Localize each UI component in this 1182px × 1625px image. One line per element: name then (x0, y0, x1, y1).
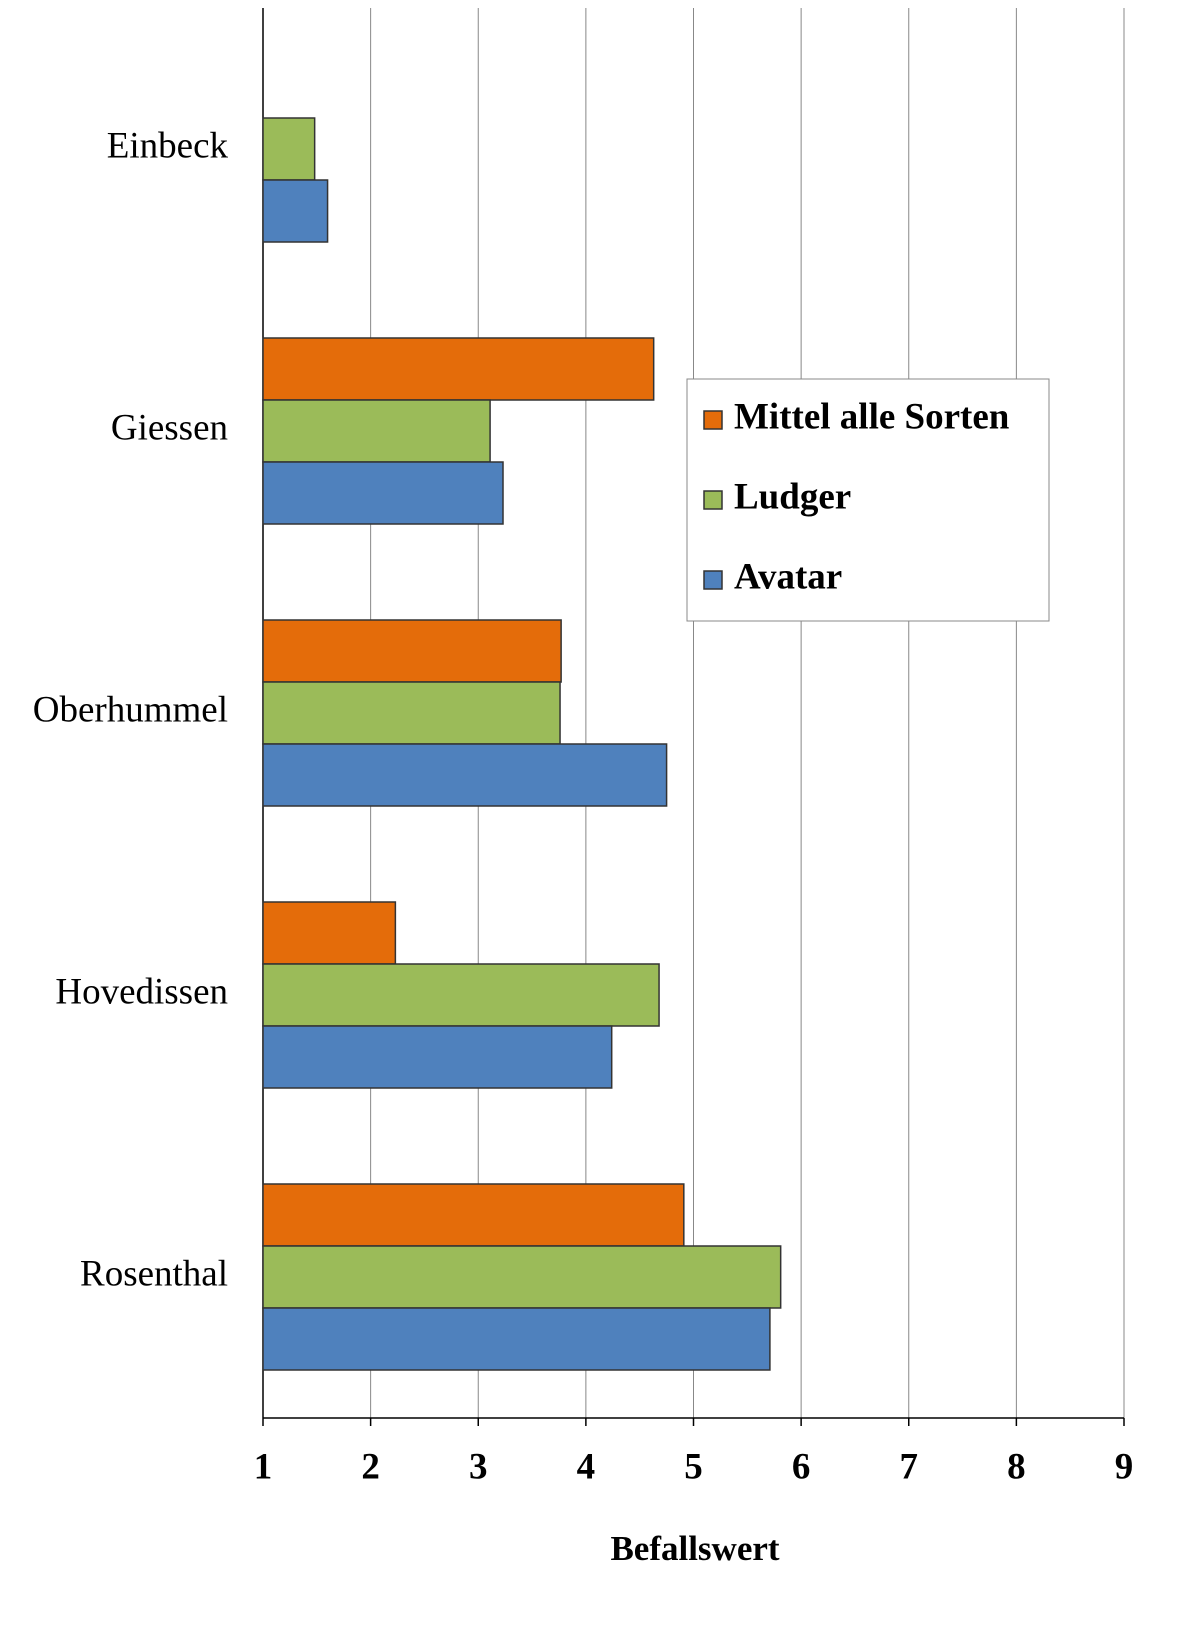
bar (262, 461, 504, 525)
x-tick-label: 5 (684, 1446, 703, 1487)
legend-swatch (703, 490, 723, 510)
y-tick-label: Oberhummel (33, 689, 228, 730)
x-tick-label: 1 (254, 1446, 273, 1487)
bar (262, 1025, 613, 1089)
bar (262, 337, 655, 401)
legend-label: Mittel alle Sorten (734, 396, 1010, 437)
legend-box (686, 378, 1050, 622)
bar (262, 743, 668, 807)
bar (262, 1307, 771, 1371)
y-tick-label: Rosenthal (80, 1253, 228, 1294)
bar (262, 1183, 685, 1247)
x-tick-label: 2 (361, 1446, 380, 1487)
x-tick-label: 7 (900, 1446, 919, 1487)
bar (262, 399, 491, 463)
bar (262, 179, 329, 243)
legend-label: Avatar (734, 556, 842, 597)
y-tick-label: Einbeck (107, 125, 229, 166)
x-tick-label: 6 (792, 1446, 811, 1487)
x-tick-label: 9 (1115, 1446, 1134, 1487)
bar (262, 681, 561, 745)
bar (262, 619, 562, 683)
legend-swatch (703, 570, 723, 590)
bar (262, 963, 660, 1027)
bar (262, 901, 397, 965)
x-tick-label: 3 (469, 1446, 488, 1487)
legend-swatch (703, 410, 723, 430)
y-tick-label: Giessen (111, 407, 228, 448)
legend-label: Ludger (734, 476, 851, 517)
x-axis-title: Befallswert (610, 1529, 779, 1568)
x-tick-label: 8 (1007, 1446, 1026, 1487)
bar (262, 1245, 782, 1309)
y-tick-label: Hovedissen (55, 971, 228, 1012)
x-tick-label: 4 (577, 1446, 596, 1487)
bar (262, 117, 316, 181)
